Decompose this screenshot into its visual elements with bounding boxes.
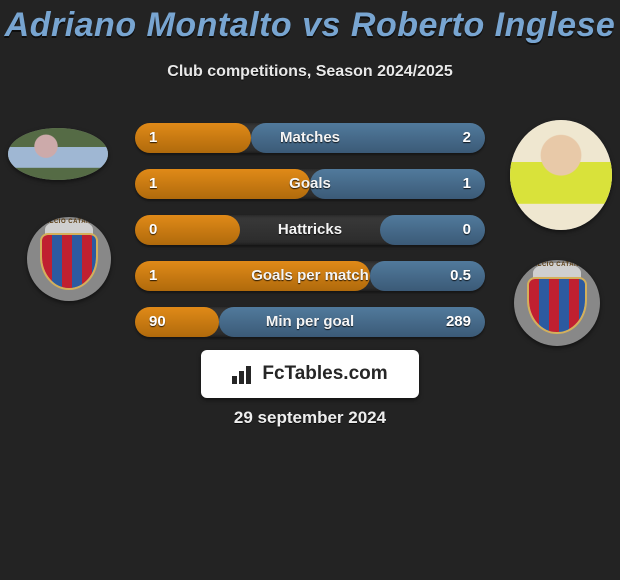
stat-row-goals: 1 Goals 1 (135, 169, 485, 199)
player1-name: Adriano Montalto (5, 6, 293, 44)
stat-row-gpm: 1 Goals per match 0.5 (135, 261, 485, 291)
stat-label: Min per goal (135, 307, 485, 337)
stat-label: Goals per match (135, 261, 485, 291)
player2-club-badge: CALCIO CATANIA (514, 260, 600, 346)
val-right: 0 (463, 215, 471, 245)
stat-label: Goals (135, 169, 485, 199)
bars-icon (232, 364, 256, 384)
comparison-card: Adriano Montalto vs Roberto Inglese Club… (0, 0, 620, 580)
val-right: 289 (446, 307, 471, 337)
player2-name: Roberto Inglese (351, 6, 615, 44)
stat-row-hattricks: 0 Hattricks 0 (135, 215, 485, 245)
stat-label: Matches (135, 123, 485, 153)
page-title: Adriano Montalto vs Roberto Inglese (0, 0, 620, 45)
branding-text: FcTables.com (262, 363, 387, 385)
branding-chip: FcTables.com (201, 350, 419, 398)
val-right: 0.5 (450, 261, 471, 291)
player2-avatar (510, 120, 612, 230)
snapshot-date: 29 september 2024 (0, 408, 620, 428)
vs-label: vs (302, 6, 341, 44)
val-right: 2 (463, 123, 471, 153)
subtitle: Club competitions, Season 2024/2025 (0, 63, 620, 81)
stat-row-matches: 1 Matches 2 (135, 123, 485, 153)
stats-area: 1 Matches 2 1 Goals 1 0 Hattricks 0 1 Go… (135, 123, 485, 353)
player1-avatar (8, 128, 108, 180)
stat-row-mpg: 90 Min per goal 289 (135, 307, 485, 337)
player2-club-label: CALCIO CATANIA (514, 262, 600, 268)
stat-label: Hattricks (135, 215, 485, 245)
player1-club-badge: CALCIO CATANIA (27, 217, 111, 301)
player1-club-label: CALCIO CATANIA (27, 219, 111, 225)
val-right: 1 (463, 169, 471, 199)
